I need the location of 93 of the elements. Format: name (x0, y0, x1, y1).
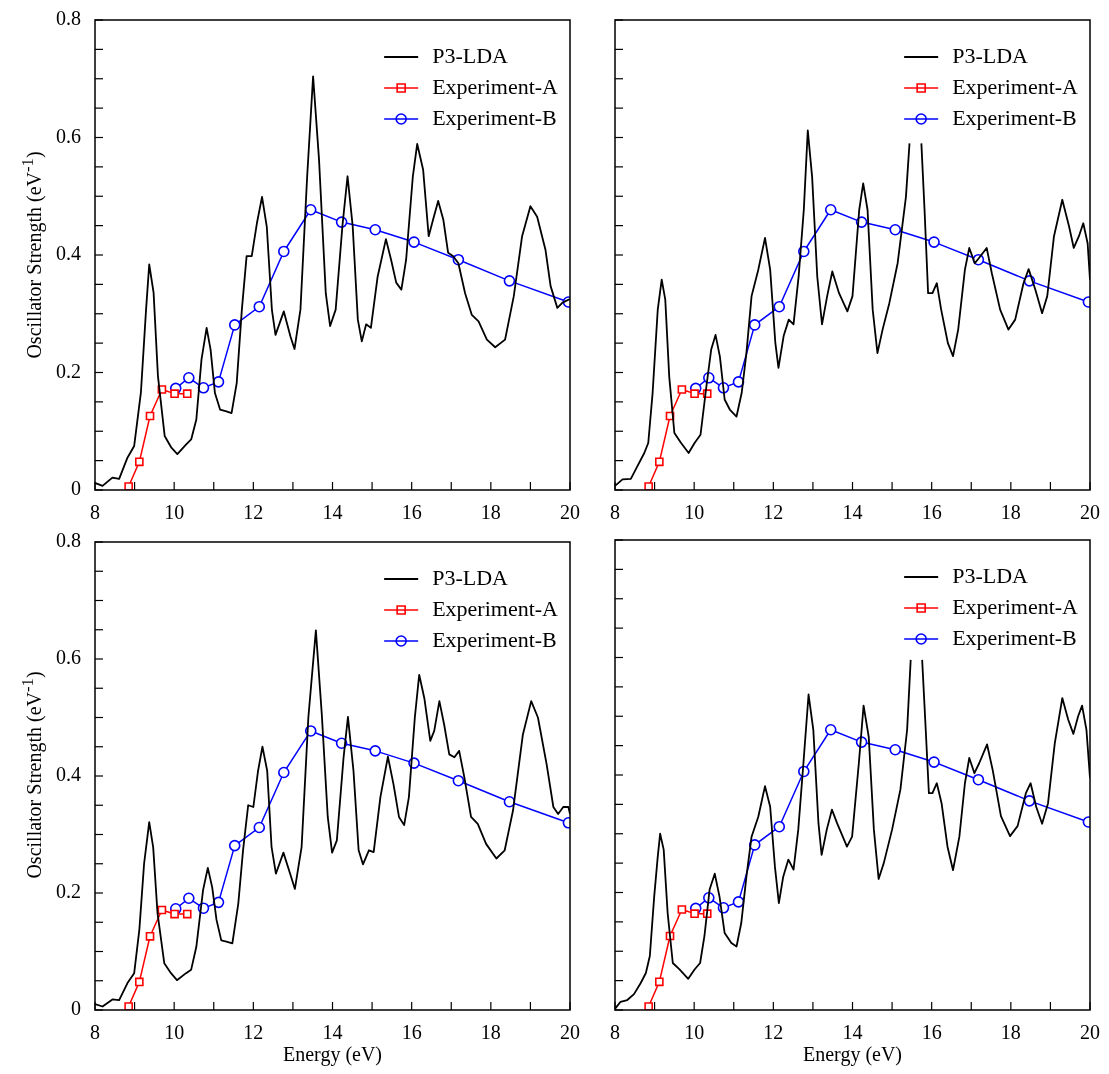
point (182, 389, 192, 398)
point (253, 300, 266, 313)
x-tick-label: 8 (90, 501, 100, 524)
point (690, 909, 699, 918)
point (182, 909, 192, 919)
point (228, 839, 241, 852)
x-tick-label: 18 (480, 501, 501, 524)
point (972, 773, 985, 786)
x-tick-label: 20 (560, 1021, 580, 1044)
legend-label: Experiment-A (952, 73, 1079, 99)
x-tick-label: 8 (610, 1021, 620, 1044)
point (503, 275, 516, 287)
point (644, 1002, 653, 1010)
x-axis-title: Energy (eV) (802, 1043, 903, 1067)
y-tick-label: 0.6 (56, 646, 81, 669)
x-tick-label: 12 (243, 501, 264, 524)
point (889, 223, 902, 236)
x-tick-label: 10 (164, 501, 185, 524)
point (183, 371, 195, 384)
y-tick-label: 0.8 (56, 529, 81, 552)
point (278, 766, 290, 779)
x-tick-label: 12 (763, 501, 784, 524)
legend-label: Experiment-A (952, 593, 1079, 619)
x-tick-label: 14 (842, 501, 863, 524)
x-tick-label: 20 (1080, 1021, 1100, 1044)
point (145, 931, 155, 941)
x-tick-label: 8 (90, 1021, 100, 1044)
point (748, 319, 761, 331)
point (677, 905, 687, 914)
x-tick-label: 20 (560, 501, 580, 524)
x-tick-label: 12 (243, 1021, 264, 1044)
point (369, 223, 382, 236)
legend-label: P3-LDA (952, 42, 1029, 68)
legend-label: P3-LDA (432, 42, 509, 68)
legend-label: Experiment-A (432, 73, 559, 99)
point (452, 774, 465, 787)
point (773, 820, 786, 833)
point (369, 745, 382, 757)
legend-label: Experiment-B (432, 626, 557, 652)
point (253, 821, 266, 834)
point (655, 457, 664, 467)
point (170, 909, 179, 919)
point (824, 723, 837, 736)
legend-label: P3-LDA (952, 562, 1029, 588)
x-tick-label: 18 (1000, 501, 1021, 524)
point (135, 457, 144, 467)
x-tick-label: 10 (164, 1021, 185, 1044)
point (824, 203, 837, 216)
point (408, 236, 420, 248)
y-tick-label: 0.2 (56, 880, 81, 903)
x-tick-label: 10 (684, 1021, 705, 1044)
point (124, 482, 133, 490)
point (644, 482, 653, 490)
x-tick-label: 16 (921, 501, 942, 524)
x-tick-label: 14 (842, 1021, 863, 1044)
x-axis-title: Energy (eV) (282, 1043, 383, 1067)
y-tick-label: 0.2 (56, 359, 81, 382)
legend-label: Experiment-A (432, 595, 559, 621)
y-tick-label: 0.8 (56, 7, 81, 30)
point (928, 236, 940, 248)
x-tick-label: 16 (401, 1021, 422, 1044)
legend-label: P3-LDA (432, 564, 509, 590)
point (677, 385, 687, 394)
x-tick-label: 16 (401, 501, 422, 524)
x-tick-label: 18 (480, 1021, 501, 1044)
x-tick-label: 14 (322, 1021, 343, 1044)
y-tick-label: 0 (71, 477, 81, 500)
y-tick-label: 0.6 (56, 124, 81, 147)
point (228, 319, 241, 331)
x-tick-label: 20 (1080, 501, 1100, 524)
legend-label: Experiment-B (952, 104, 1077, 130)
legend-label: Experiment-B (432, 104, 557, 130)
point (170, 389, 179, 398)
point (135, 977, 144, 987)
y-tick-label: 0.4 (56, 242, 81, 265)
x-tick-label: 10 (684, 501, 705, 524)
point (124, 1002, 133, 1010)
x-tick-label: 18 (1000, 1021, 1021, 1044)
legend-label: Experiment-B (952, 624, 1077, 650)
x-tick-label: 8 (610, 501, 620, 524)
point (889, 743, 902, 756)
y-tick-label: 0 (71, 997, 81, 1020)
x-tick-label: 12 (763, 1021, 784, 1044)
point (183, 892, 195, 905)
x-tick-label: 14 (322, 501, 343, 524)
x-tick-label: 16 (921, 1021, 942, 1044)
point (690, 389, 699, 398)
point (732, 896, 745, 908)
point (655, 977, 664, 987)
point (278, 245, 290, 258)
point (928, 756, 940, 768)
point (773, 300, 786, 313)
y-tick-label: 0.4 (56, 763, 81, 786)
